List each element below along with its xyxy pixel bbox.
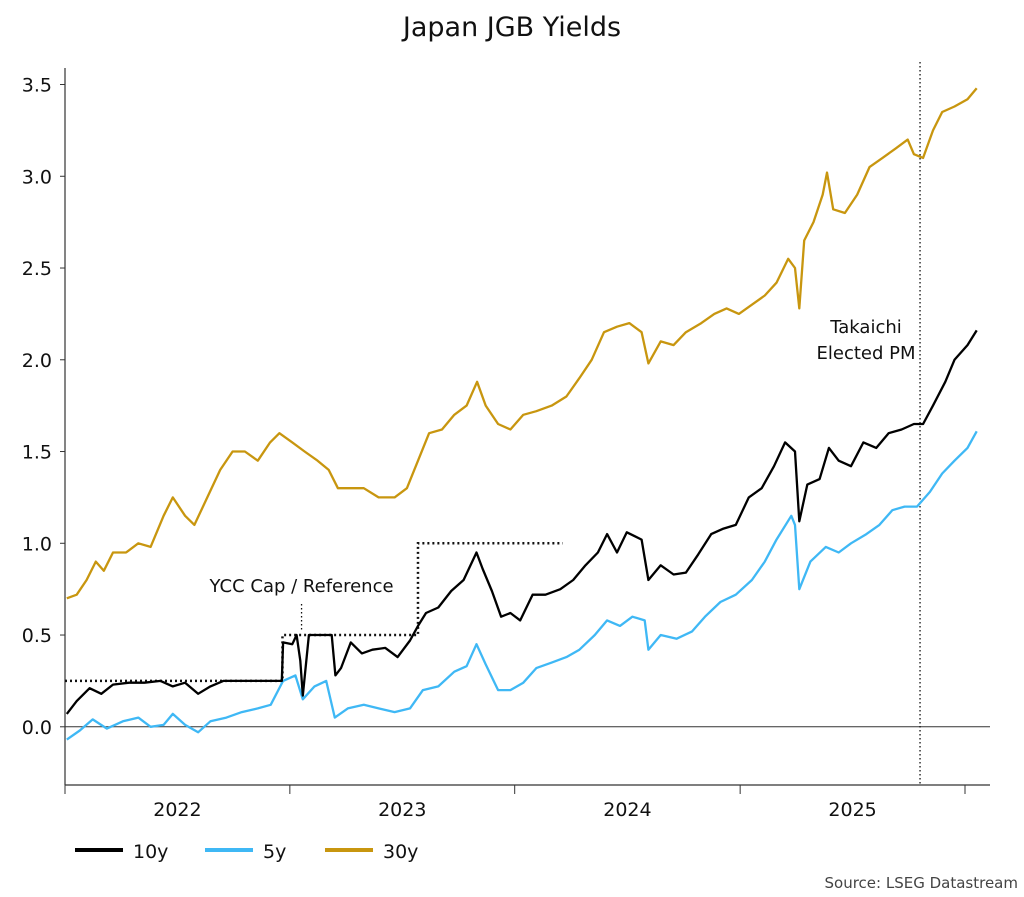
legend-label-30y: 30y (383, 841, 418, 863)
y-tick-label: 0.5 (22, 625, 52, 647)
x-tick-label: 2025 (828, 799, 876, 821)
y-tick-label: 2.5 (22, 258, 52, 280)
series-line-5y (66, 430, 978, 741)
chart-title: Japan JGB Yields (401, 12, 621, 43)
event-marker-label: Elected PM (817, 343, 916, 364)
y-tick-label: 0.0 (22, 717, 52, 739)
ycc-annotation: YCC Cap / Reference (209, 576, 394, 597)
y-tick-label: 3.5 (22, 75, 52, 97)
series-line-30y (66, 87, 978, 600)
x-tick-label: 2022 (153, 799, 201, 821)
series-line-10y (65, 329, 978, 715)
legend-label-10y: 10y (133, 841, 168, 863)
y-tick-label: 2.0 (22, 350, 52, 372)
ycc-cap-line (65, 542, 563, 683)
y-tick-label: 1.0 (22, 533, 52, 555)
x-tick-label: 2023 (378, 799, 426, 821)
legend-label-5y: 5y (263, 841, 286, 863)
y-tick-label: 1.5 (22, 442, 52, 464)
source-note: Source: LSEG Datastream (825, 874, 1018, 892)
x-tick-label: 2024 (603, 799, 651, 821)
y-tick-label: 3.0 (22, 166, 52, 188)
event-marker-label: Takaichi (829, 317, 902, 338)
